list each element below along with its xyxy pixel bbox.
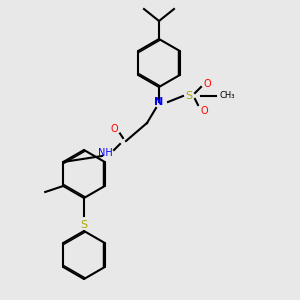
Text: CH₃: CH₃: [219, 92, 235, 100]
Text: NH: NH: [98, 148, 112, 158]
Text: O: O: [110, 124, 118, 134]
Text: N: N: [154, 97, 164, 107]
Text: O: O: [200, 106, 208, 116]
Text: S: S: [185, 91, 193, 101]
Text: S: S: [80, 220, 88, 230]
Text: O: O: [203, 79, 211, 89]
